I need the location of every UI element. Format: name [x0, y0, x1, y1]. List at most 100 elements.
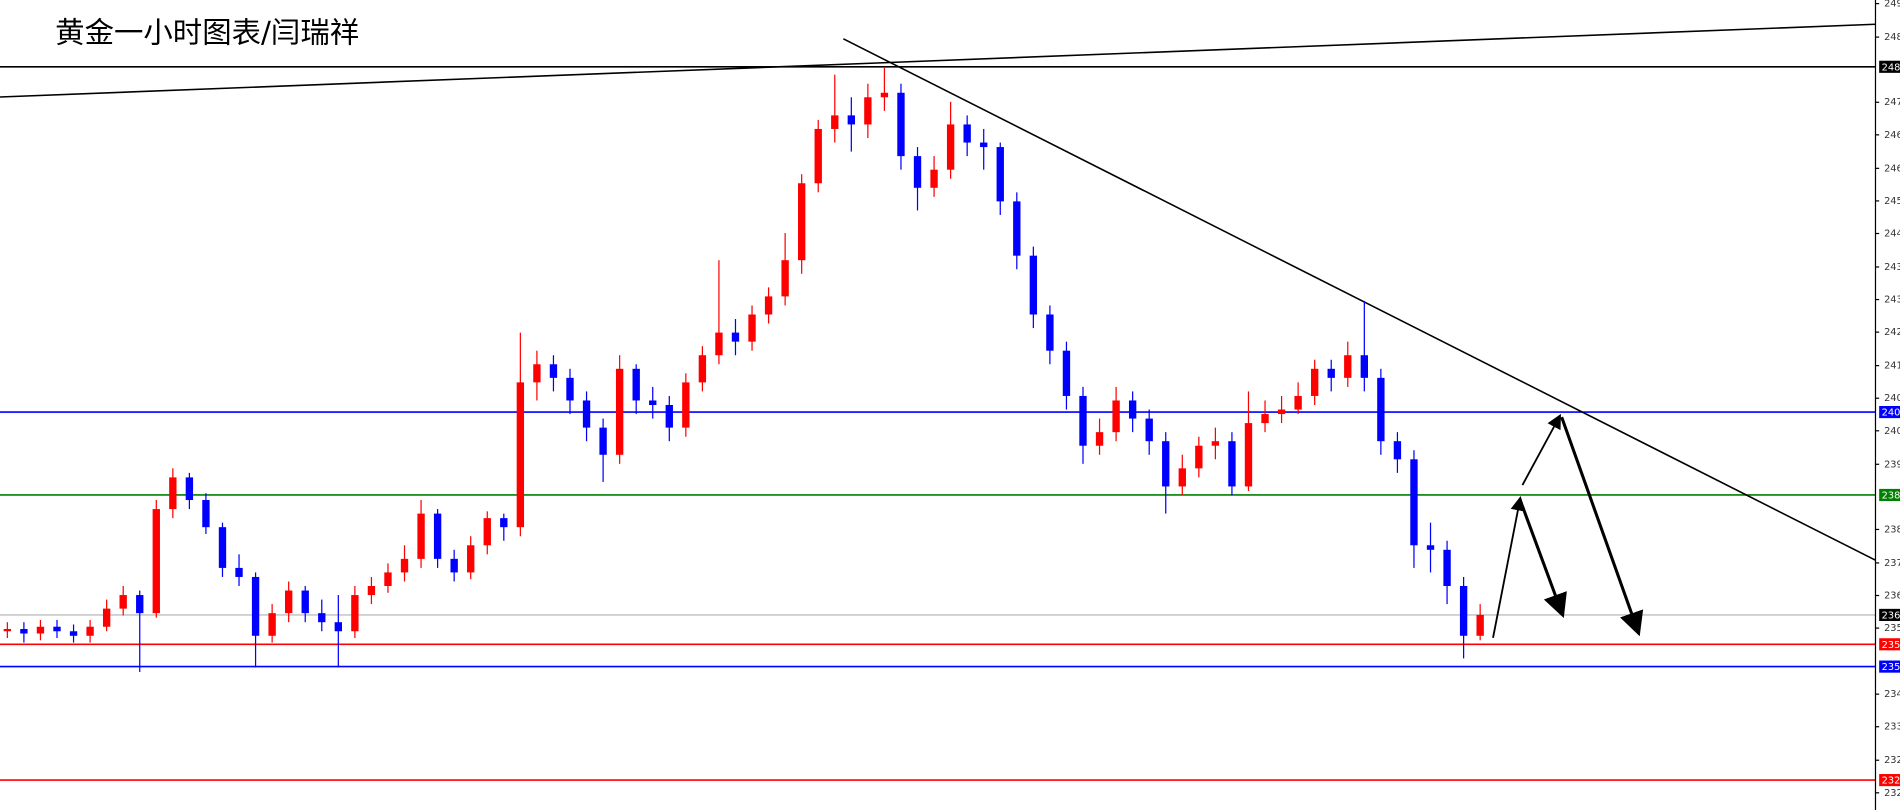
- y-tick-label: 2445.90: [1884, 229, 1900, 240]
- level-label: 2350.19: [1882, 662, 1900, 673]
- candle-body: [748, 314, 756, 342]
- candle-body: [665, 405, 673, 428]
- candle-body: [318, 613, 326, 623]
- candle-body: [417, 513, 425, 559]
- candle-body: [1410, 459, 1418, 546]
- candle-body: [1311, 368, 1319, 396]
- level-label-box: [1879, 638, 1900, 651]
- candle-body: [1112, 400, 1120, 433]
- arrow: [1560, 416, 1644, 637]
- candle-body: [285, 590, 293, 614]
- candle-body: [1195, 445, 1203, 469]
- candle-body: [450, 558, 458, 573]
- candle-body: [483, 518, 491, 546]
- level-label-box: [1879, 60, 1900, 73]
- y-tick-label: 2329.50: [1884, 755, 1900, 766]
- candle-body: [1459, 586, 1468, 636]
- y-tick-label: 2460.30: [1884, 163, 1900, 174]
- candle-body: [1013, 201, 1021, 256]
- y-tick-label: 2358.70: [1884, 623, 1900, 634]
- candle-body: [69, 631, 78, 636]
- candle-body: [1228, 441, 1236, 487]
- candle-body: [1476, 614, 1484, 636]
- candle-body: [1344, 355, 1352, 378]
- y-tick-label: 2453.10: [1884, 196, 1900, 207]
- candle-body: [1426, 545, 1435, 550]
- y-tick-label: 2365.90: [1884, 591, 1900, 602]
- candle-body: [1079, 395, 1087, 446]
- candle-body: [152, 509, 160, 614]
- candle-body: [566, 377, 574, 401]
- candle-body: [251, 576, 260, 636]
- y-tick-label: 2336.90: [1884, 722, 1900, 733]
- arrow: [1518, 499, 1567, 619]
- candle-body: [334, 622, 342, 632]
- candle-body: [516, 382, 525, 528]
- level-label: 2361.61: [1882, 611, 1900, 622]
- candle-body: [351, 595, 359, 632]
- candle-body: [1211, 441, 1220, 446]
- y-tick-label: 2474.90: [1884, 97, 1900, 108]
- candle-body: [1261, 414, 1269, 424]
- candle-body: [864, 97, 872, 125]
- candle-body: [1145, 418, 1153, 442]
- candle-body: [1244, 423, 1253, 487]
- candle-body: [781, 260, 789, 297]
- y-tick-label: 2496.70: [1884, 0, 1900, 10]
- candle-body: [880, 92, 889, 98]
- candle-body: [1128, 400, 1137, 419]
- candle-body: [1178, 468, 1186, 487]
- level-label-box: [1879, 774, 1900, 787]
- y-tick-label: 2394.90: [1884, 459, 1900, 470]
- level-label-box: [1879, 488, 1900, 502]
- candle-body: [798, 183, 806, 261]
- candle-body: [1327, 368, 1335, 378]
- candle-body: [169, 477, 177, 510]
- candle-body: [301, 590, 309, 614]
- candle-body: [1443, 549, 1451, 587]
- candle-body: [731, 332, 740, 342]
- candle-body: [1095, 432, 1104, 446]
- candle-body: [1360, 355, 1368, 378]
- candle-body: [1294, 395, 1302, 410]
- candle-body: [500, 518, 508, 528]
- candle-body: [185, 477, 194, 501]
- level-label: 2406.44: [1882, 408, 1900, 419]
- y-tick-label: 2431.30: [1884, 295, 1900, 306]
- level-label: 2325.11: [1882, 776, 1900, 787]
- level-label-box: [1879, 405, 1900, 419]
- candle-body: [1029, 255, 1038, 315]
- candle-body: [102, 608, 111, 627]
- candle-body: [20, 628, 28, 634]
- levels: [0, 66, 1876, 781]
- candle-body: [1377, 377, 1385, 442]
- candle-body: [3, 628, 12, 632]
- candle-body: [615, 368, 624, 455]
- candle-body: [53, 626, 61, 632]
- level-label: 2355.12: [1882, 640, 1900, 651]
- candle-body: [930, 169, 938, 188]
- candle-body: [963, 124, 971, 143]
- candles: [3, 66, 1484, 672]
- candle-body: [384, 572, 392, 587]
- candle-body: [698, 355, 707, 383]
- y-tick-label: 2416.70: [1884, 361, 1900, 372]
- candle-body: [268, 613, 276, 636]
- y-tick-label: 2438.50: [1884, 262, 1900, 273]
- candle-body: [715, 332, 723, 356]
- candle-body: [533, 364, 541, 383]
- candle-body: [946, 124, 955, 170]
- candle-body: [400, 558, 409, 573]
- level-label: 2388.12: [1882, 491, 1900, 502]
- chart-title: 黄金一小时图表/闫瑞祥: [55, 16, 359, 50]
- candle-body: [218, 527, 227, 568]
- y-tick-label: 2373.10: [1884, 558, 1900, 569]
- candle-body: [831, 115, 839, 129]
- candle-body: [996, 147, 1004, 202]
- candle-body: [1277, 409, 1286, 415]
- y-tick-label: 2489.30: [1884, 32, 1900, 43]
- candle-body: [467, 545, 475, 573]
